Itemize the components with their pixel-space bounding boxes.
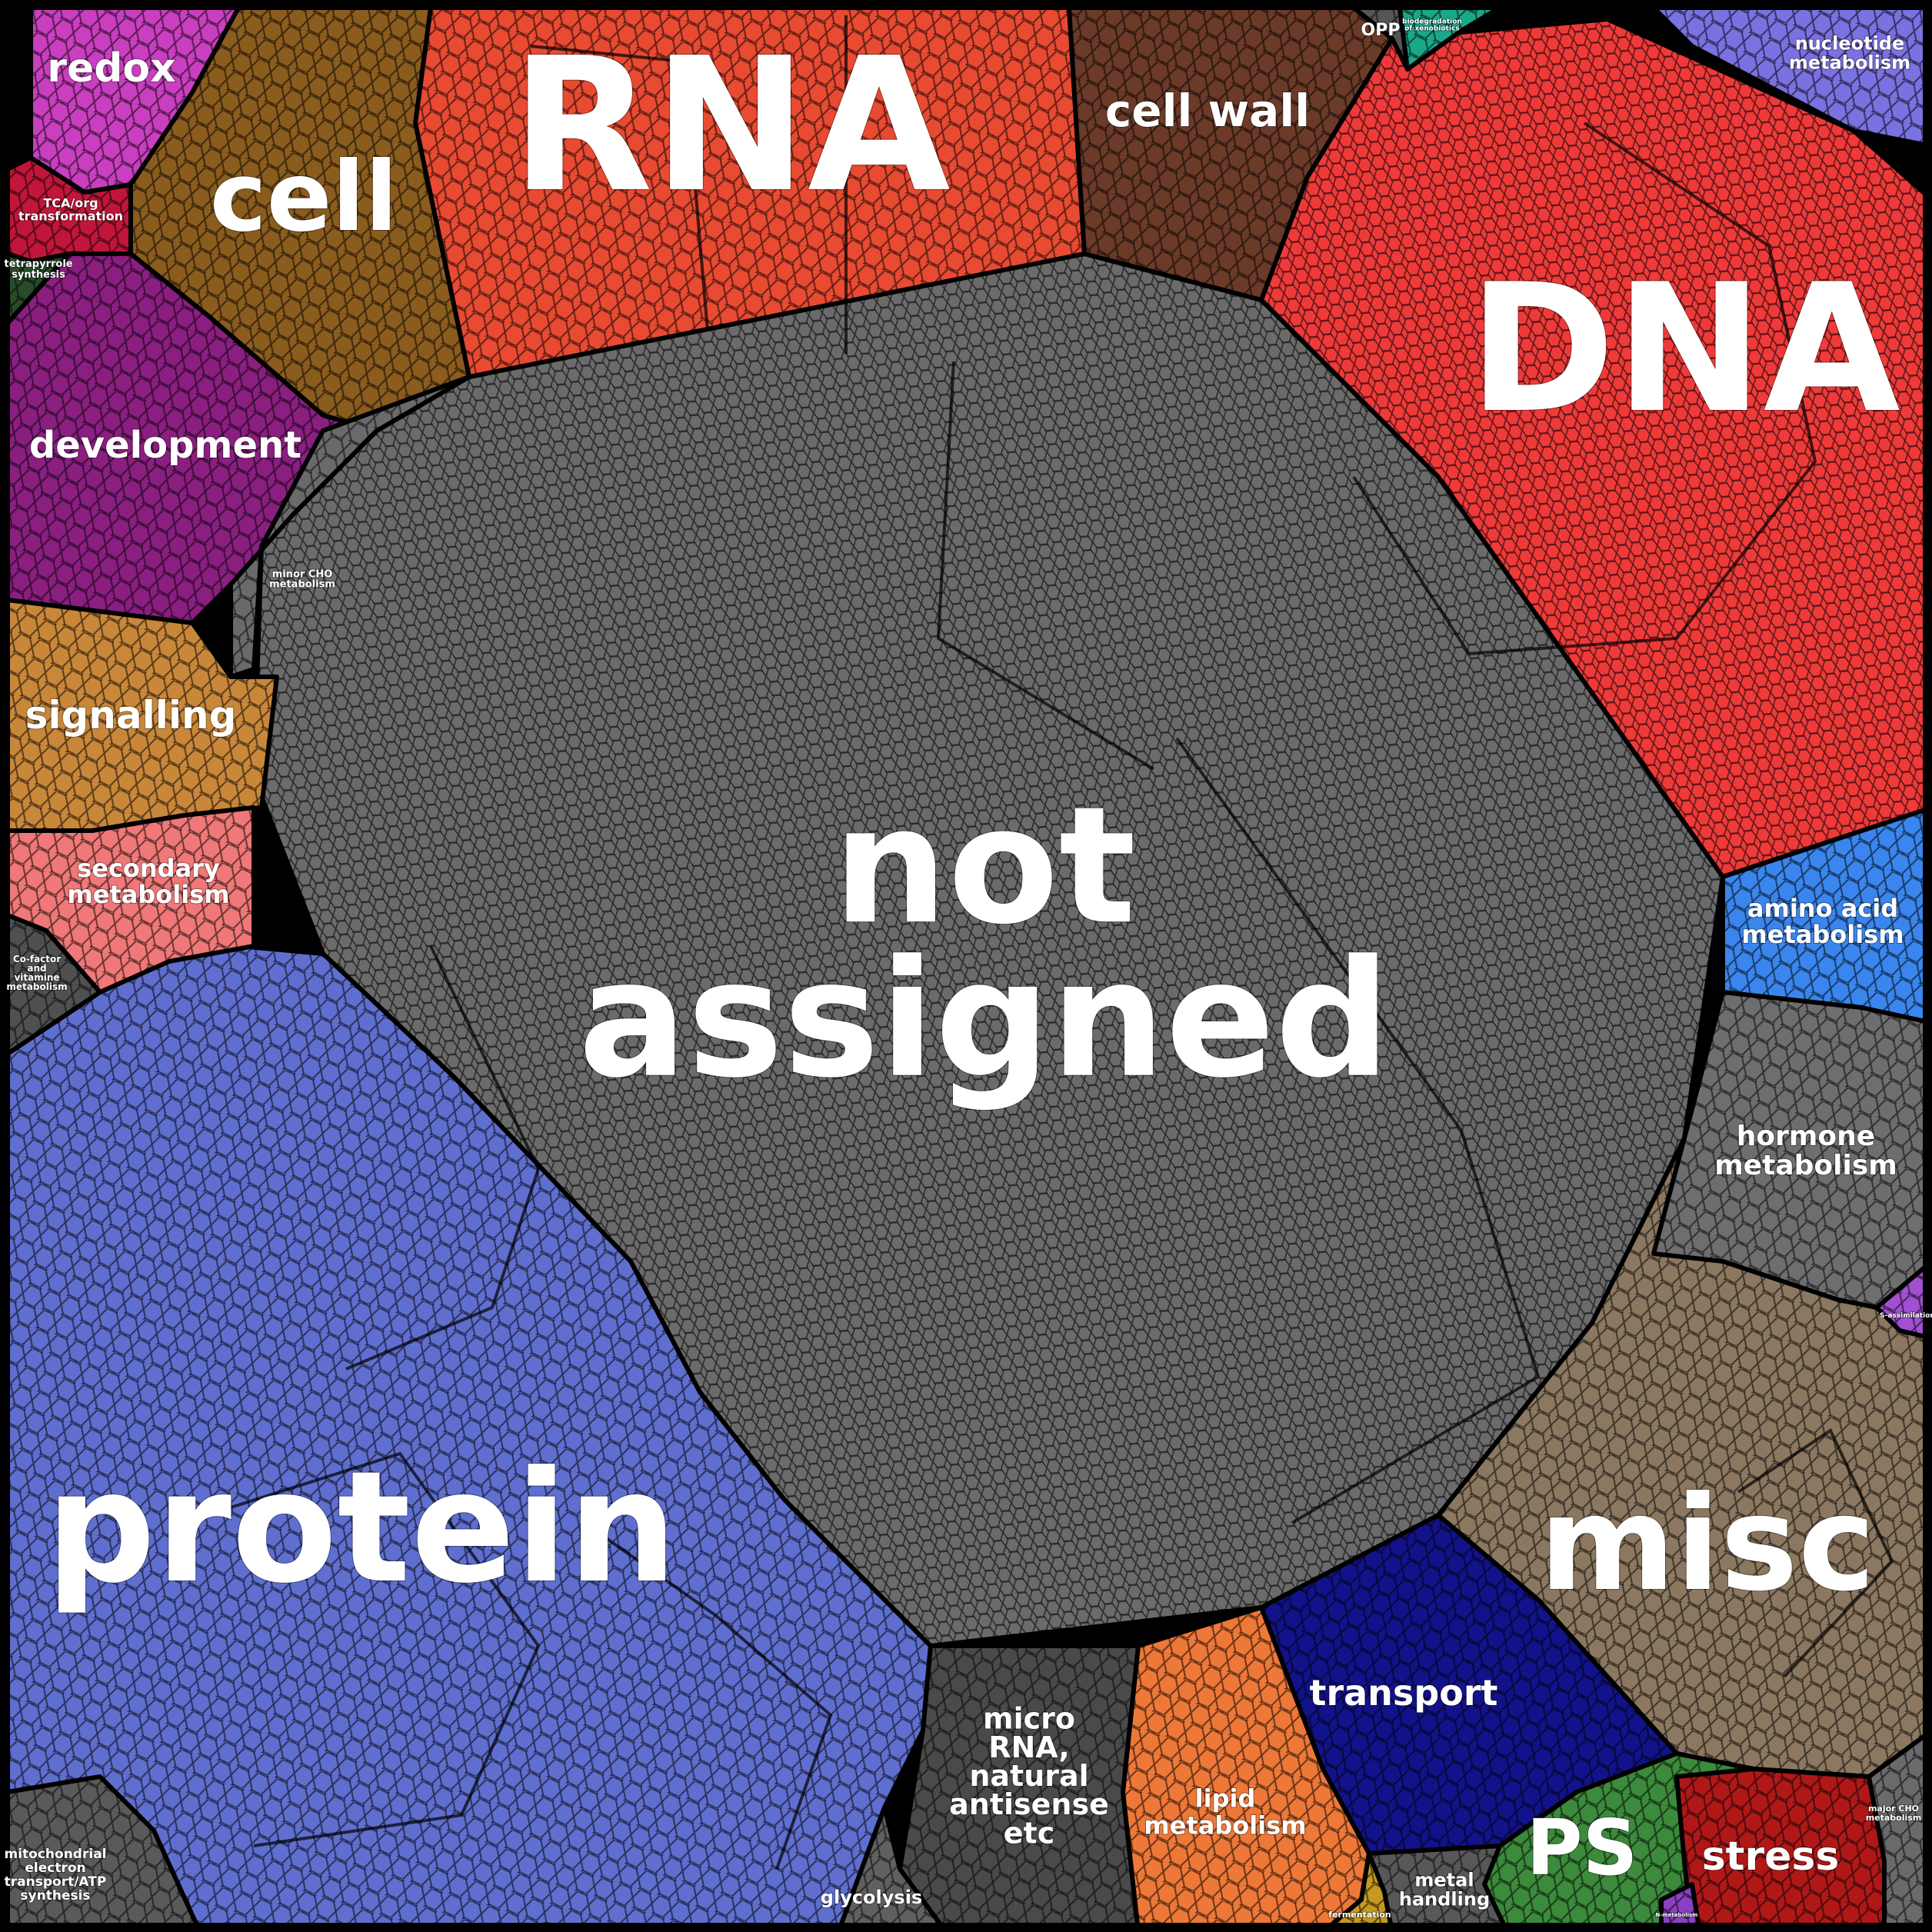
label-line: and — [27, 963, 46, 974]
label-line: metabolism — [6, 981, 67, 992]
label-line: minor CHO — [272, 568, 333, 580]
label-line: signalling — [25, 693, 237, 738]
label-nucleotide: nucleotide metabolism — [1789, 32, 1910, 73]
label-cofactor: Co-factor and vitamine metabolism — [6, 954, 67, 992]
label-ps: PS — [1526, 1803, 1637, 1893]
label-line: metabolism — [67, 880, 229, 909]
label-line: fermentation — [1328, 1910, 1391, 1920]
label-line: mitochondrial — [5, 1847, 107, 1862]
label-hormone: hormone metabolism — [1714, 1121, 1897, 1181]
label-line: stress — [1702, 1834, 1840, 1880]
label-line: synthesis — [12, 268, 65, 280]
label-dna: DNA — [1468, 247, 1900, 452]
label-line: of xenobiotics — [1404, 25, 1460, 32]
label-line: major CHO — [1868, 1804, 1919, 1814]
label-cell: cell — [210, 142, 398, 253]
label-teal-small: biodegradation of xenobiotics — [1402, 18, 1462, 32]
label-protein: protein — [45, 1438, 677, 1617]
label-line: RNA — [511, 18, 950, 233]
label-line: electron — [25, 1860, 85, 1876]
label-line: secondary — [77, 854, 220, 883]
label-minor-cho: minor CHO metabolism — [269, 568, 335, 590]
label-line: hormone — [1737, 1121, 1875, 1152]
label-transport: transport — [1309, 1672, 1497, 1714]
label-line: misc — [1539, 1468, 1875, 1621]
label-line: metabolism — [1741, 920, 1904, 949]
label-secondary-metabolism: secondary metabolism — [67, 854, 229, 909]
label-line: not — [833, 771, 1136, 960]
label-line: metabolism — [269, 578, 335, 590]
label-line: transport — [1309, 1672, 1497, 1714]
label-opp: OPP — [1361, 21, 1401, 40]
label-line: tetrapyrrole — [4, 258, 72, 270]
label-line: etc — [1004, 1816, 1054, 1850]
label-line: TCA/org — [43, 195, 98, 210]
label-line: redox — [47, 45, 175, 92]
label-tca: TCA/org transformation — [18, 195, 123, 223]
label-cell-wall: cell wall — [1105, 85, 1310, 137]
subcell-borders — [230, 15, 1894, 1870]
label-line: development — [29, 424, 301, 467]
label-line: OPP — [1361, 21, 1401, 40]
label-line: metal — [1414, 1869, 1474, 1890]
label-mito: mitochondrial electron transport/ATP synthe… — [5, 1847, 107, 1904]
label-major-cho: major CHO metabolism — [1866, 1804, 1922, 1823]
label-line: assigned — [578, 924, 1391, 1113]
label-purple-small: S-assimilation — [1880, 1312, 1932, 1320]
label-redox: redox — [47, 45, 175, 92]
label-line: protein — [45, 1438, 677, 1617]
label-rna: RNA — [511, 18, 950, 233]
label-glycolysis: glycolysis — [821, 1887, 922, 1908]
label-purple-bottom: N-metabolism — [1656, 1912, 1698, 1918]
label-line: metabolism — [1789, 52, 1910, 74]
label-amino-acid: amino acid metabolism — [1741, 894, 1904, 949]
label-misc: misc — [1539, 1468, 1875, 1621]
label-line: DNA — [1468, 247, 1900, 452]
label-line: N-metabolism — [1656, 1912, 1698, 1918]
label-line: transport/ATP — [5, 1874, 107, 1890]
label-line: Co-factor — [13, 954, 61, 964]
label-development: development — [29, 424, 301, 467]
label-line: metabolism — [1714, 1150, 1897, 1181]
label-line: natural — [969, 1759, 1088, 1793]
label-lipid: lipid metabolism — [1144, 1784, 1306, 1840]
label-line: amino acid — [1747, 894, 1898, 923]
label-line: glycolysis — [821, 1887, 922, 1908]
label-line: biodegradation — [1402, 18, 1462, 25]
label-line: lipid — [1195, 1784, 1256, 1813]
label-fermentation: fermentation — [1328, 1910, 1391, 1920]
label-line: PS — [1526, 1803, 1637, 1893]
labels-layer: not assigned DNA protein RNA misc cell cell wal… — [3, 17, 1932, 1920]
label-line: cell — [210, 142, 398, 253]
label-not-assigned: not assigned — [578, 771, 1391, 1114]
label-line: micro — [983, 1701, 1075, 1735]
label-line: synthesis — [20, 1888, 90, 1904]
label-micro-rna: micro RNA, natural antisense etc — [949, 1701, 1109, 1850]
label-line: transformation — [18, 208, 123, 223]
label-line: vitamine — [14, 972, 59, 983]
label-line: RNA, — [988, 1730, 1070, 1764]
label-line: handling — [1399, 1889, 1490, 1910]
label-line: antisense — [949, 1787, 1109, 1821]
label-stress: stress — [1702, 1834, 1840, 1880]
label-line: metabolism — [1144, 1811, 1306, 1840]
label-tetrapyrrole: tetrapyrrole synthesis — [4, 258, 72, 281]
label-line: cell wall — [1105, 85, 1310, 137]
label-line: S-assimilation — [1880, 1312, 1932, 1320]
label-metal: metal handling — [1399, 1869, 1490, 1910]
label-signalling: signalling — [25, 693, 237, 738]
label-line: nucleotide — [1795, 32, 1905, 54]
label-line: metabolism — [1866, 1813, 1922, 1823]
